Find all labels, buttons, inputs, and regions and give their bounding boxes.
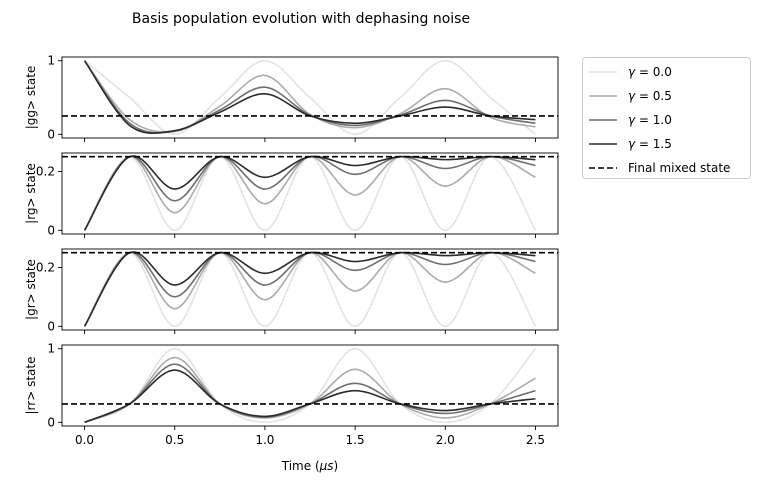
x-tick-label: 1.5: [346, 433, 365, 447]
series-line--0-0: [83, 155, 537, 232]
axes-frame: [61, 152, 559, 235]
series-line--0-0: [83, 251, 537, 328]
legend-label: γ = 1.0: [628, 113, 672, 127]
x-tick-label: 0.0: [75, 433, 94, 447]
x-axis-label: Time (μs): [281, 459, 338, 473]
x-tick-label: 2.0: [436, 433, 455, 447]
axes-frame: [61, 248, 559, 331]
legend-frame: [582, 57, 751, 179]
legend-label: Final mixed state: [628, 161, 730, 175]
y-axis-label: |gg> state: [24, 66, 38, 130]
series-line--0-0: [84, 347, 537, 424]
x-tick-label: 1.0: [255, 433, 274, 447]
series-line--1-0: [83, 251, 536, 327]
y-tick-label: 1: [47, 342, 55, 356]
series-line--1-0: [83, 155, 536, 231]
legend-label: γ = 1.5: [628, 137, 672, 151]
y-tick-label: 0.2: [36, 260, 55, 274]
y-tick-label: 0: [47, 319, 55, 333]
y-axis-label: |rg> state: [24, 163, 38, 224]
series-line--0-5: [83, 155, 536, 231]
legend-label: γ = 0.5: [628, 89, 672, 103]
x-tick-label: 0.5: [165, 433, 184, 447]
y-tick-label: 1: [47, 54, 55, 68]
axes-frame: [61, 56, 559, 139]
series-line--0-5: [83, 251, 536, 327]
legend-label: γ = 0.0: [628, 65, 672, 79]
axes-frame: [61, 344, 559, 427]
series-line--0-0: [84, 59, 536, 136]
x-tick-label: 2.5: [526, 433, 545, 447]
series-line--0-5: [84, 356, 536, 424]
figure-title: Basis population evolution with dephasin…: [132, 11, 470, 27]
subplot-4: 0 1 0.0 0.5 1.0 1.5 2.0 2.5 |rr> state Time (μs): [24, 342, 559, 473]
series-line--1-5: [83, 251, 536, 327]
subplot-3: 0 0.2|gr> state: [24, 248, 559, 334]
y-tick-label: 0: [47, 127, 55, 141]
y-tick-label: 0: [47, 415, 55, 429]
y-axis-label: |gr> state: [24, 259, 38, 320]
y-axis-label: |rr> state: [24, 357, 38, 415]
legend: γ = 0.0 γ = 0.5 γ = 1.0 γ = 1.5 Final mixed …: [582, 57, 751, 179]
y-tick-label: 0: [47, 223, 55, 237]
subplot-1: 0 1 |gg> state: [24, 54, 559, 142]
series-line--1-5: [83, 155, 536, 231]
subplot-2: 0 0.2|rg> state: [24, 152, 559, 238]
y-tick-label: 0.2: [36, 164, 55, 178]
